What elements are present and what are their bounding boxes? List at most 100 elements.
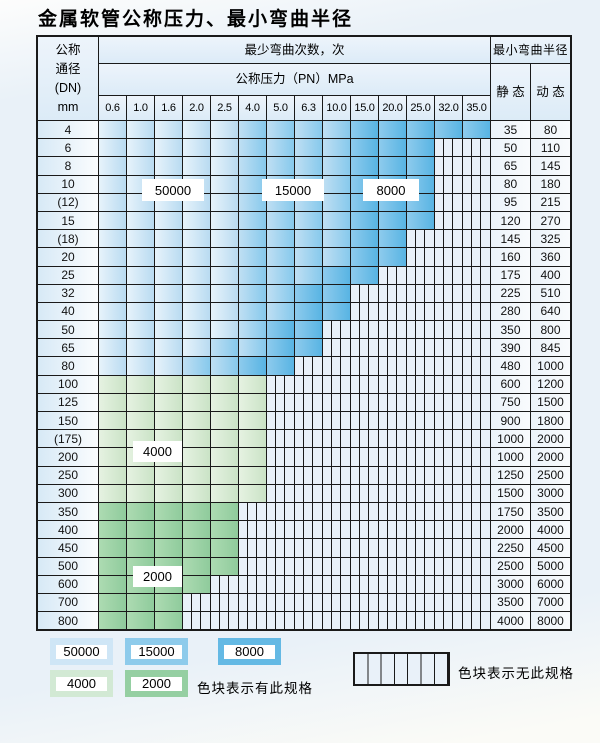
pressure-column-header: 20.0 (379, 96, 406, 120)
spec-cell (127, 121, 154, 139)
no-spec-cell (463, 593, 490, 612)
legend-no-spec-swatch (353, 652, 450, 686)
spec-cell (211, 157, 238, 175)
no-spec-cell (379, 339, 406, 357)
dn-cell: 200 (38, 448, 98, 466)
no-spec-cell (295, 557, 322, 575)
dn-cell: 150 (38, 412, 98, 430)
spec-cell (239, 430, 266, 448)
spec-cell (155, 211, 182, 230)
spec-cell (155, 230, 182, 248)
dn-cell: 800 (38, 612, 98, 630)
no-spec-cell (267, 593, 294, 612)
spec-cell (99, 539, 126, 557)
dynamic-radius-cell: 1500 (531, 393, 570, 411)
no-spec-cell (407, 430, 434, 448)
no-spec-cell (211, 575, 238, 593)
no-spec-cell (351, 321, 378, 339)
spec-cell (211, 211, 238, 230)
spec-cell (351, 157, 378, 175)
spec-cell (155, 157, 182, 175)
legend-box-value: 50000 (56, 644, 107, 659)
no-spec-cell (435, 593, 462, 612)
no-spec-cell (351, 484, 378, 502)
spec-cell (323, 121, 350, 139)
no-spec-cell (435, 557, 462, 575)
no-spec-cell (351, 284, 378, 302)
no-spec-cell (463, 412, 490, 430)
cycles-label-4000: 4000 (133, 441, 182, 462)
dn-cell: (12) (38, 193, 98, 211)
spec-cell (99, 284, 126, 302)
dn-cell: 250 (38, 466, 98, 484)
dynamic-radius-cell: 1200 (531, 375, 570, 393)
dynamic-radius-cell: 1000 (531, 357, 570, 375)
legend-box-8000: 8000 (218, 638, 281, 665)
no-spec-cell (463, 321, 490, 339)
no-spec-cell (267, 448, 294, 466)
spec-cell (127, 302, 154, 321)
no-spec-cell (379, 539, 406, 557)
spec-cell (239, 248, 266, 266)
no-spec-cell (379, 393, 406, 411)
no-spec-cell (379, 575, 406, 593)
no-spec-cell (239, 612, 266, 630)
spec-cell (351, 211, 378, 230)
no-spec-cell (323, 466, 350, 484)
spec-cell (127, 157, 154, 175)
spec-cell (239, 448, 266, 466)
spec-cell (99, 357, 126, 375)
spec-cell (155, 121, 182, 139)
static-column-header: 静 态 (491, 64, 530, 120)
no-spec-cell (211, 612, 238, 630)
no-spec-cell (463, 430, 490, 448)
spec-cell (155, 612, 182, 630)
no-spec-cell (435, 575, 462, 593)
static-radius-cell: 160 (491, 248, 530, 266)
spec-cell (127, 248, 154, 266)
no-spec-cell (295, 539, 322, 557)
spec-cell (183, 339, 210, 357)
no-spec-cell (407, 266, 434, 284)
spec-cell (155, 339, 182, 357)
spec-cell (99, 211, 126, 230)
no-spec-cell (379, 521, 406, 539)
no-spec-cell (463, 175, 490, 193)
spec-cell (239, 266, 266, 284)
no-spec-cell (379, 612, 406, 630)
no-spec-cell (463, 211, 490, 230)
spec-cell (379, 248, 406, 266)
no-spec-cell (379, 466, 406, 484)
no-spec-cell (323, 339, 350, 357)
spec-cell (267, 266, 294, 284)
no-spec-cell (463, 284, 490, 302)
no-spec-cell (183, 612, 210, 630)
spec-cell (211, 502, 238, 521)
no-spec-cell (379, 321, 406, 339)
spec-cell (99, 375, 126, 393)
no-spec-cell (351, 412, 378, 430)
no-spec-cell (407, 357, 434, 375)
spec-cell (379, 230, 406, 248)
spec-cell (211, 139, 238, 157)
no-spec-cell (351, 593, 378, 612)
no-spec-cell (407, 502, 434, 521)
no-spec-cell (267, 612, 294, 630)
spec-cell (183, 230, 210, 248)
static-radius-cell: 750 (491, 393, 530, 411)
pressure-column-header: 2.0 (183, 96, 210, 120)
spec-cell (127, 321, 154, 339)
static-radius-cell: 3500 (491, 593, 530, 612)
spec-cell (211, 284, 238, 302)
spec-cell (127, 393, 154, 411)
dynamic-radius-cell: 4500 (531, 539, 570, 557)
spec-cell (127, 502, 154, 521)
no-spec-cell (463, 575, 490, 593)
no-spec-cell (435, 430, 462, 448)
dn-cell: 100 (38, 375, 98, 393)
static-radius-cell: 1000 (491, 448, 530, 466)
spec-cell (99, 612, 126, 630)
no-spec-cell (435, 211, 462, 230)
spec-cell (183, 302, 210, 321)
no-spec-cell (323, 430, 350, 448)
